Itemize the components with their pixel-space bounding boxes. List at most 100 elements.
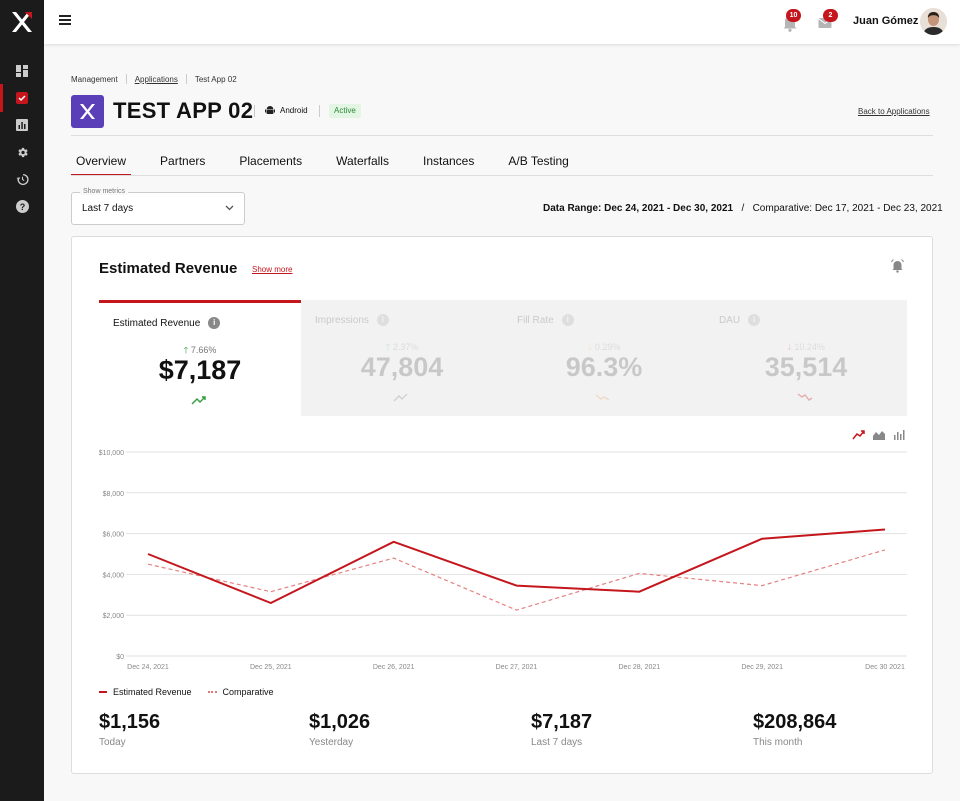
platform-label: Android xyxy=(265,105,308,115)
breadcrumb-divider xyxy=(185,74,187,84)
x-tick-label: Dec 30 2021 xyxy=(865,664,905,671)
metric-tile-dau[interactable]: DAU i 🡓 10.24% 35,514 xyxy=(705,300,907,416)
x-tick-label: Dec 25, 2021 xyxy=(250,664,292,671)
header-divider-line xyxy=(71,135,933,136)
date-range-text: Data Range: Dec 24, 2021 - Dec 30, 2021 … xyxy=(543,203,943,214)
avatar[interactable] xyxy=(920,8,947,35)
bar-chart-icon[interactable] xyxy=(893,430,905,440)
status-badge: Active xyxy=(329,104,361,118)
data-range: Data Range: Dec 24, 2021 - Dec 30, 2021 xyxy=(543,203,734,214)
x-tick-label: Dec 29, 2021 xyxy=(741,664,783,671)
info-icon: i xyxy=(376,314,389,326)
top-bar: 10 2 Juan Gómez xyxy=(44,0,960,44)
info-icon: i xyxy=(561,314,574,326)
breadcrumb-current: Test App 02 xyxy=(194,74,237,84)
metric-tile-fill-rate[interactable]: Fill Rate i 🡓 0.29% 96.3% xyxy=(503,300,705,416)
tab-partners[interactable]: Partners xyxy=(160,154,206,168)
y-tick-label: $2,000 xyxy=(103,613,125,620)
user-name[interactable]: Juan Gómez xyxy=(853,15,919,27)
metric-tile-impressions[interactable]: Impressions i 🡑 2.37% 47,804 xyxy=(301,300,503,416)
summary-last-7-days: $7,187 Last 7 days xyxy=(531,711,592,748)
reports-icon[interactable] xyxy=(0,112,44,138)
settings-gear-icon[interactable] xyxy=(0,139,44,165)
breadcrumb-divider xyxy=(125,74,127,84)
trend-up-icon xyxy=(393,393,408,402)
chart-type-toggle xyxy=(852,430,905,440)
legend-swatch xyxy=(207,691,217,693)
summary-label: This month xyxy=(753,737,803,748)
tab-waterfalls[interactable]: Waterfalls xyxy=(336,154,389,168)
arrow-down-icon: 🡓 xyxy=(587,342,593,352)
notifications-badge: 10 xyxy=(786,9,801,22)
android-icon xyxy=(265,106,275,114)
arrow-down-icon: 🡓 xyxy=(787,342,792,352)
breadcrumb-management[interactable]: Management xyxy=(71,74,118,84)
header-divider xyxy=(319,105,320,117)
summary-label: Today xyxy=(99,737,126,748)
header-divider xyxy=(254,105,255,117)
tabs-divider-line xyxy=(71,175,933,176)
area-chart-icon[interactable] xyxy=(873,430,885,440)
metric-change: 🡓 10.24% xyxy=(787,342,825,352)
line-chart-icon[interactable] xyxy=(852,430,865,440)
brand-logo[interactable] xyxy=(10,10,34,34)
info-icon: i xyxy=(748,314,761,326)
show-more-link[interactable]: Show more xyxy=(252,265,293,274)
x-tick-label: Dec 24, 2021 xyxy=(127,664,169,671)
info-icon: i xyxy=(208,317,221,329)
trend-up-icon xyxy=(191,396,206,405)
help-icon[interactable]: ? xyxy=(0,193,44,219)
show-metrics-value: Last 7 days xyxy=(82,203,134,214)
chart-legend: Estimated Revenue Comparative xyxy=(99,687,290,697)
chevron-down-icon xyxy=(225,205,234,211)
revenue-card: Estimated Revenue Show more Estimated Re… xyxy=(71,236,933,774)
metric-tile-estimated-revenue[interactable]: Estimated Revenue i 🡑 7.66% $7,187 xyxy=(99,300,301,416)
metric-value: 35,514 xyxy=(764,352,848,382)
breadcrumb: Management Applications Test App 02 xyxy=(71,74,237,84)
y-tick-label: $8,000 xyxy=(103,491,125,498)
show-metrics-select[interactable]: Show metrics Last 7 days xyxy=(71,188,245,225)
tab-overview[interactable]: Overview xyxy=(71,146,132,176)
revenue-line-chart: $0 $2,000 $4,000 $6,000 $8,000 $10,000 Dec 24,… xyxy=(99,450,907,671)
messages-button[interactable]: 2 xyxy=(815,9,839,34)
y-tick-label: $4,000 xyxy=(103,572,125,579)
tab-placements[interactable]: Placements xyxy=(239,154,303,168)
metric-value: $7,187 xyxy=(158,355,242,385)
x-tick-label: Dec 26, 2021 xyxy=(373,664,415,671)
comparative-range: Comparative: Dec 17, 2021 - Dec 23, 2021 xyxy=(752,203,943,214)
tab-ab-testing[interactable]: A/B Testing xyxy=(508,154,569,168)
platform-name: Android xyxy=(280,105,308,115)
messages-badge: 2 xyxy=(823,9,838,22)
metric-change: 🡓 0.29% xyxy=(587,342,621,352)
back-to-applications-link[interactable]: Back to Applications xyxy=(858,107,930,116)
applications-icon[interactable] xyxy=(0,84,44,112)
app-logo xyxy=(71,95,104,128)
summary-yesterday: $1,026 Yesterday xyxy=(309,711,370,748)
tab-instances[interactable]: Instances xyxy=(422,154,475,168)
metric-value: 47,804 xyxy=(360,352,444,382)
y-tick-label: $10,000 xyxy=(99,450,124,457)
summary-value: $1,156 xyxy=(99,711,161,733)
summary-label: Last 7 days xyxy=(531,737,583,748)
dashboard-icon[interactable] xyxy=(0,58,44,84)
summary-value: $208,864 xyxy=(753,711,837,733)
notifications-button[interactable]: 10 xyxy=(778,9,802,34)
tabs: Overview Partners Placements Waterfalls … xyxy=(71,146,598,176)
legend-item[interactable]: Comparative xyxy=(207,687,274,697)
history-icon[interactable] xyxy=(0,166,44,192)
range-separator: / xyxy=(735,203,750,214)
summary-label: Yesterday xyxy=(309,737,354,748)
hamburger-menu-icon[interactable] xyxy=(59,15,71,27)
legend-item[interactable]: Estimated Revenue xyxy=(99,687,192,697)
alert-bell-icon[interactable] xyxy=(890,258,905,273)
metric-change: 🡑 2.37% xyxy=(385,342,419,352)
legend-label: Estimated Revenue xyxy=(113,687,192,697)
summary-value: $1,026 xyxy=(309,711,371,733)
y-tick-label: $6,000 xyxy=(103,532,125,539)
page-title: TEST APP 02 xyxy=(113,98,254,123)
breadcrumb-applications[interactable]: Applications xyxy=(134,74,178,84)
x-tick-label: Dec 28, 2021 xyxy=(619,664,661,671)
card-title: Estimated Revenue xyxy=(99,260,238,277)
series-line xyxy=(147,528,886,604)
arrow-up-icon: 🡑 xyxy=(183,345,189,355)
